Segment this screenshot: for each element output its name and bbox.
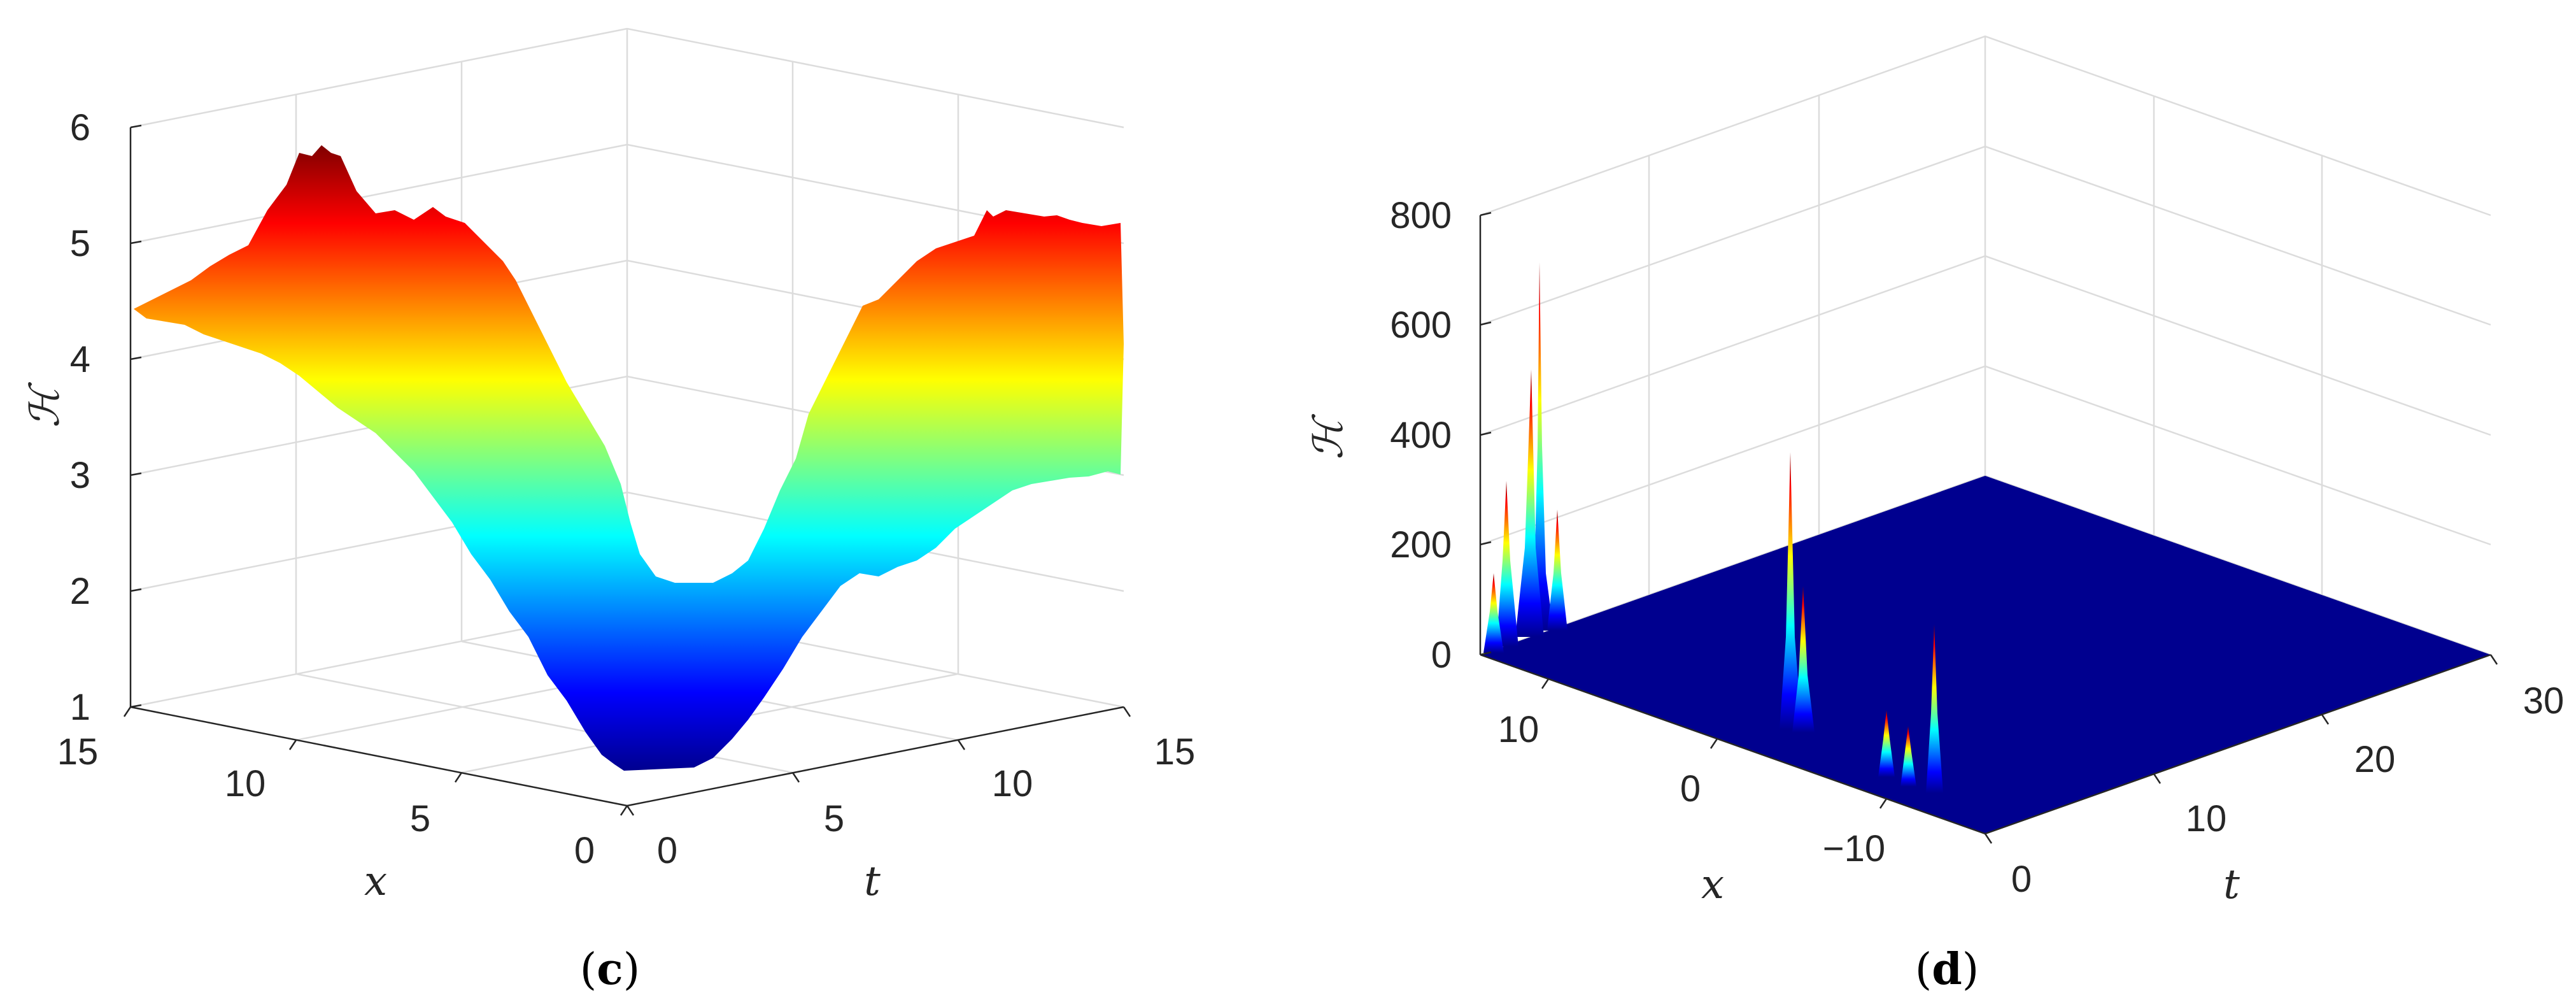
tick-label: 0: [657, 830, 677, 871]
z-axis-label: ℋ: [1305, 414, 1352, 460]
panel-d-z-ticks: 0 200 400 600 800: [1390, 195, 1452, 676]
surface-c-body: [134, 145, 1124, 771]
peak-mark: [1528, 262, 1553, 631]
x-axis-label: x: [364, 858, 387, 905]
peak-mark: [1926, 624, 1943, 793]
tick-label: 5: [824, 798, 844, 839]
tick-label: 10: [2186, 798, 2227, 839]
panel-label-d: (d): [1915, 944, 1979, 995]
peak-mark: [1792, 586, 1815, 732]
tick-label: 20: [2354, 739, 2396, 780]
tick-label: 4: [70, 339, 90, 380]
peak-mark: [1900, 726, 1916, 787]
panel-c: 1 2 3 4 5 6 0 5 10 15 0 5 10 15 x t ℋ (c…: [22, 27, 1195, 995]
tick-label: 0: [1431, 634, 1452, 676]
t-axis-label: t: [864, 858, 881, 905]
peak-mark: [1515, 369, 1544, 637]
panel-d-floor: [1480, 476, 2491, 834]
panel-c-z-ticks: 1 2 3 4 5 6: [70, 107, 90, 728]
panel-c-surface: [134, 145, 1124, 771]
tick-label: 6: [70, 107, 90, 148]
tick-label: 15: [57, 731, 99, 773]
tick-label: 0: [2011, 859, 2032, 900]
panel-c-t-ticks: 0 5 10 15: [657, 731, 1195, 871]
peak-mark: [1878, 710, 1895, 777]
tick-label: 10: [1498, 709, 1539, 750]
tick-label: 0: [1680, 768, 1701, 810]
peak-mark: [1547, 510, 1568, 631]
tick-label: 1: [70, 687, 90, 728]
panel-c-axes: [123, 124, 1131, 816]
z-axis-label: ℋ: [22, 382, 69, 428]
tick-label: 30: [2523, 680, 2565, 722]
x-axis-label: x: [1701, 861, 1724, 908]
panel-d-axes: [1479, 211, 2498, 844]
tick-label: 2: [70, 571, 90, 612]
tick-label: 5: [70, 223, 90, 264]
tick-label: 0: [574, 830, 595, 871]
tick-label: 10: [225, 763, 266, 804]
panel-d: 0 200 400 600 800 −10 0 10 0 10 20 30 x …: [1305, 35, 2564, 995]
tick-label: 200: [1390, 524, 1452, 566]
tick-label: 400: [1390, 415, 1452, 456]
peak-mark: [1780, 452, 1802, 729]
panel-label-c: (c): [580, 944, 640, 995]
tick-label: 5: [410, 798, 430, 839]
tick-label: 800: [1390, 195, 1452, 236]
tick-label: 15: [1154, 731, 1196, 773]
tick-label: 3: [70, 455, 90, 496]
tick-label: 10: [992, 763, 1033, 804]
panel-c-x-ticks: 0 5 10 15: [57, 731, 595, 871]
t-axis-label: t: [2223, 861, 2240, 908]
peak-mark: [1483, 573, 1504, 653]
panel-d-t-ticks: 0 10 20 30: [2011, 680, 2564, 900]
tick-label: −10: [1823, 828, 1885, 869]
peak-mark: [1496, 481, 1518, 646]
panel-d-peaks: [1483, 262, 1943, 793]
panel-d-x-ticks: −10 0 10: [1498, 709, 1885, 869]
tick-label: 600: [1390, 304, 1452, 346]
